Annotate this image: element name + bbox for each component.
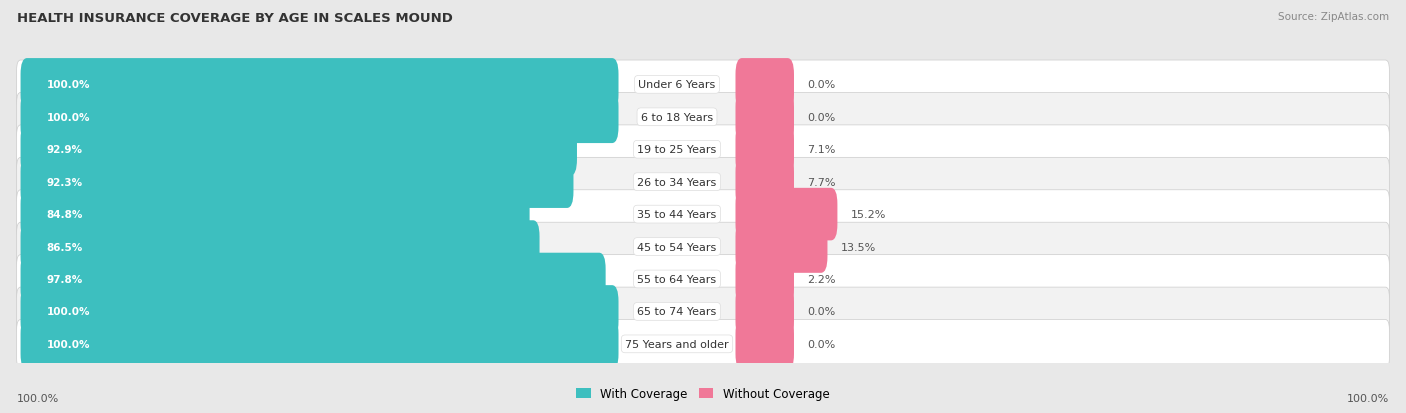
Text: 100.0%: 100.0% (46, 112, 90, 123)
Text: 13.5%: 13.5% (841, 242, 876, 252)
FancyBboxPatch shape (21, 318, 619, 370)
FancyBboxPatch shape (21, 59, 619, 112)
FancyBboxPatch shape (17, 158, 1389, 206)
FancyBboxPatch shape (735, 221, 828, 273)
FancyBboxPatch shape (21, 221, 540, 273)
FancyBboxPatch shape (21, 188, 530, 241)
Text: 26 to 34 Years: 26 to 34 Years (637, 177, 717, 187)
FancyBboxPatch shape (21, 123, 576, 176)
FancyBboxPatch shape (735, 285, 794, 338)
FancyBboxPatch shape (17, 223, 1389, 271)
Text: 0.0%: 0.0% (807, 80, 835, 90)
FancyBboxPatch shape (17, 190, 1389, 239)
FancyBboxPatch shape (17, 255, 1389, 304)
Text: 84.8%: 84.8% (46, 210, 83, 220)
Text: 0.0%: 0.0% (807, 339, 835, 349)
Text: 100.0%: 100.0% (46, 339, 90, 349)
Text: 7.7%: 7.7% (807, 177, 835, 187)
Legend: With Coverage, Without Coverage: With Coverage, Without Coverage (572, 382, 834, 405)
Text: 97.8%: 97.8% (46, 274, 83, 284)
Text: HEALTH INSURANCE COVERAGE BY AGE IN SCALES MOUND: HEALTH INSURANCE COVERAGE BY AGE IN SCAL… (17, 12, 453, 25)
FancyBboxPatch shape (735, 188, 838, 241)
FancyBboxPatch shape (735, 91, 794, 144)
Text: Source: ZipAtlas.com: Source: ZipAtlas.com (1278, 12, 1389, 22)
FancyBboxPatch shape (735, 123, 794, 176)
FancyBboxPatch shape (17, 287, 1389, 336)
FancyBboxPatch shape (735, 318, 794, 370)
Text: 86.5%: 86.5% (46, 242, 83, 252)
Text: Under 6 Years: Under 6 Years (638, 80, 716, 90)
FancyBboxPatch shape (21, 91, 619, 144)
FancyBboxPatch shape (17, 320, 1389, 368)
Text: 65 to 74 Years: 65 to 74 Years (637, 307, 717, 317)
FancyBboxPatch shape (735, 156, 794, 209)
Text: 19 to 25 Years: 19 to 25 Years (637, 145, 717, 155)
FancyBboxPatch shape (735, 253, 794, 306)
Text: 92.9%: 92.9% (46, 145, 83, 155)
Text: 15.2%: 15.2% (851, 210, 886, 220)
Text: 2.2%: 2.2% (807, 274, 835, 284)
Text: 75 Years and older: 75 Years and older (626, 339, 728, 349)
Text: 0.0%: 0.0% (807, 112, 835, 123)
Text: 6 to 18 Years: 6 to 18 Years (641, 112, 713, 123)
Text: 92.3%: 92.3% (46, 177, 83, 187)
FancyBboxPatch shape (17, 126, 1389, 174)
Text: 55 to 64 Years: 55 to 64 Years (637, 274, 717, 284)
Text: 100.0%: 100.0% (46, 307, 90, 317)
FancyBboxPatch shape (21, 253, 606, 306)
Text: 100.0%: 100.0% (46, 80, 90, 90)
Text: 0.0%: 0.0% (807, 307, 835, 317)
Text: 7.1%: 7.1% (807, 145, 835, 155)
FancyBboxPatch shape (735, 59, 794, 112)
Text: 100.0%: 100.0% (17, 393, 59, 403)
FancyBboxPatch shape (17, 61, 1389, 109)
Text: 35 to 44 Years: 35 to 44 Years (637, 210, 717, 220)
FancyBboxPatch shape (17, 93, 1389, 142)
Text: 100.0%: 100.0% (1347, 393, 1389, 403)
FancyBboxPatch shape (21, 285, 619, 338)
Text: 45 to 54 Years: 45 to 54 Years (637, 242, 717, 252)
FancyBboxPatch shape (21, 156, 574, 209)
